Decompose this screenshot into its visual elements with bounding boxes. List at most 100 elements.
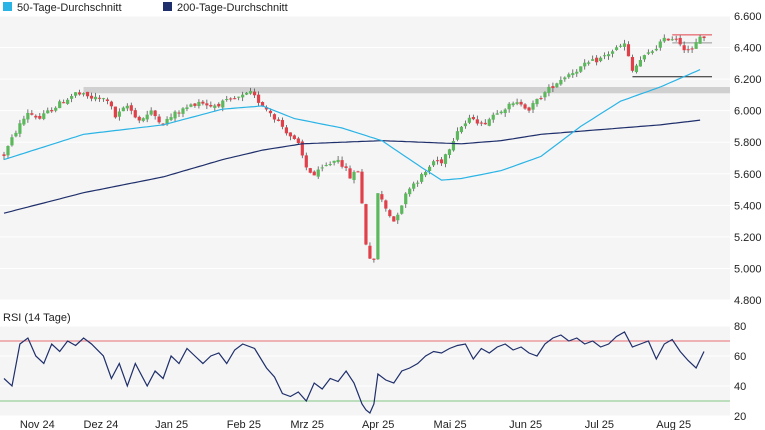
candle-body [535, 98, 539, 105]
candle-body [467, 117, 471, 123]
price-y-tick-label: 5.600 [734, 169, 762, 181]
price-y-tick-label: 6.200 [734, 74, 762, 86]
candle-body [109, 101, 113, 107]
candle-body [276, 119, 281, 121]
candle-body [583, 62, 587, 67]
candle-body [435, 160, 440, 162]
candle-body [666, 38, 670, 41]
candle-body [328, 164, 332, 166]
candle-body [543, 92, 547, 98]
candle-body [634, 65, 639, 73]
candle-body [511, 103, 515, 106]
candle-body [213, 105, 217, 108]
legend-label-ma200: 200-Tage-Durchschnitt [177, 2, 288, 14]
candle-body [85, 91, 90, 97]
candle-body [304, 155, 308, 168]
candle-body [181, 108, 185, 114]
candle-body [622, 43, 627, 47]
candle-body [42, 113, 46, 119]
candle-body [614, 47, 619, 51]
candle-body [133, 110, 137, 118]
candle-body [165, 118, 169, 125]
candle-body [579, 66, 583, 72]
candle-body [658, 41, 662, 48]
candle-body [531, 103, 535, 110]
candle-body [245, 92, 249, 95]
candle-body [173, 111, 177, 119]
candle-body [332, 160, 336, 163]
legend-swatch-ma50 [3, 2, 12, 11]
candle-body [400, 205, 404, 214]
candle-body [50, 110, 54, 112]
candle-body [599, 57, 603, 62]
x-tick-label: Aug 25 [656, 419, 691, 430]
candle-body [129, 105, 133, 111]
candle-body [547, 86, 551, 93]
price-y-tick-label: 5.800 [734, 137, 762, 149]
candle-body [352, 171, 356, 180]
candle-body [209, 105, 213, 107]
candle-body [610, 51, 615, 54]
candle-body [551, 86, 555, 89]
candle-body [320, 167, 324, 169]
candle-body [555, 83, 559, 88]
candle-body [606, 54, 611, 57]
rsi-panel-background [0, 326, 730, 416]
candle-body [364, 204, 368, 245]
candle-body [93, 96, 98, 100]
candle-body [233, 98, 237, 100]
candle-body [70, 96, 74, 99]
x-tick-label: Jul 25 [585, 419, 614, 430]
candle-body [10, 137, 14, 146]
price-y-tick-label: 5.200 [734, 232, 762, 244]
candle-body [595, 57, 599, 63]
candle-body [626, 44, 631, 57]
candle-body [630, 56, 635, 71]
x-tick-label: Jun 25 [509, 419, 542, 430]
candle-body [300, 141, 304, 156]
candle-body [642, 55, 646, 60]
candle-body [177, 112, 181, 114]
candle-body [22, 118, 26, 125]
candle-body [408, 188, 412, 195]
candle-body [30, 113, 34, 115]
candle-body [646, 52, 650, 54]
candle-body [189, 104, 193, 107]
candle-body [459, 126, 464, 133]
candle-body [431, 161, 436, 166]
rsi-y-tick-label: 80 [734, 321, 746, 333]
candle-body [18, 123, 22, 134]
x-tick-label: Mai 25 [434, 419, 467, 430]
candle-body [145, 114, 149, 120]
candle-body [241, 94, 245, 98]
candle-body [686, 49, 690, 51]
candle-body [117, 111, 121, 117]
candle-body [193, 103, 197, 106]
candle-body [105, 99, 110, 102]
candle-body [690, 48, 694, 50]
candle-body [443, 154, 448, 164]
rsi-line [3, 331, 705, 414]
candle-body [101, 98, 106, 100]
candle-body [396, 214, 400, 221]
candle-body [149, 110, 153, 115]
candle-body [2, 154, 6, 156]
candle-body [38, 115, 42, 119]
candle-body [591, 59, 595, 61]
candle-body [54, 107, 58, 111]
price-grid [0, 15, 730, 301]
price-y-tick-label: 5.400 [734, 200, 762, 212]
rsi-y-axis: 80 60 40 20 [734, 321, 746, 423]
resistance-zone [83, 87, 731, 94]
candle-body [654, 48, 658, 51]
candle-body [427, 166, 432, 171]
candle-body [360, 171, 364, 204]
candle-body [284, 127, 289, 134]
candle-body [256, 94, 261, 103]
candle-body [491, 114, 495, 120]
candle-body [316, 169, 320, 177]
candle-body [503, 109, 507, 114]
price-y-tick-label: 5.000 [734, 263, 762, 275]
candle-body [296, 138, 300, 144]
candle-body [97, 97, 102, 99]
